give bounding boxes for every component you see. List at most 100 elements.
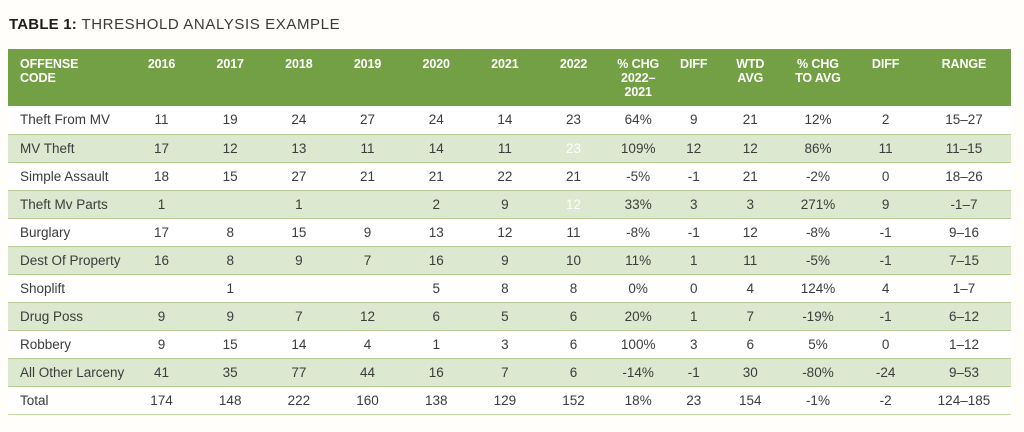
header-cell-wtd-avg: WTD AVG [718,49,782,106]
value-cell: 12 [718,218,782,247]
table-row: Total 174 148 222 160 138 129 152 18% 23 154 -1% -2 1… [8,386,1011,415]
table-row: Robbery 9 15 14 4 1 3 6 100% 3 6 5% 0 1–12 [8,330,1011,359]
value-cell: 13 [264,134,334,163]
value-cell: 11–15 [916,134,1011,163]
value-cell: 7 [470,358,540,387]
value-cell [127,274,196,303]
value-cell: 12% [781,106,855,135]
value-cell: 22 [470,162,540,191]
value-cell: 44 [333,358,402,387]
value-cell: 11 [718,246,782,275]
value-cell: 7–15 [916,246,1011,275]
value-cell: -5% [607,162,669,191]
value-cell: 9 [668,106,719,135]
value-cell: 13 [401,218,471,247]
value-cell: 0% [607,274,669,303]
value-cell: 8 [470,274,540,303]
value-cell: 1 [668,246,719,275]
value-cell: 109% [607,134,669,163]
value-cell: 15 [264,218,334,247]
value-cell: 138 [401,386,471,415]
value-cell: 11 [539,218,608,247]
value-cell: 0 [854,162,917,191]
threshold-analysis-table: OFFENSE CODE 2016 2017 2018 2019 2020 20… [8,49,1011,415]
header-cell-2017: 2017 [195,49,265,106]
value-cell: -1 [854,218,917,247]
value-cell: -80% [781,358,855,387]
offense-code-cell: Burglary [8,218,128,247]
table-row: MV Theft 17 12 13 11 14 11 23 109% 12 12 86% 11 11–15 [8,134,1011,163]
header-cell-2019: 2019 [333,49,402,106]
value-cell: -1 [854,302,917,331]
value-cell: 17 [127,134,196,163]
value-cell: 271% [781,190,855,219]
header-cell-diff-2: DIFF [854,49,917,106]
value-cell: -2 [854,386,917,415]
table-title: TABLE 1: THRESHOLD ANALYSIS EXAMPLE [8,16,1016,34]
value-cell: 64% [607,106,669,135]
table-title-prefix: TABLE 1: [9,16,77,33]
value-cell: 6 [539,302,608,331]
value-cell: 9 [854,190,917,219]
value-cell: 6–12 [916,302,1011,331]
value-cell: 6 [539,330,608,359]
value-cell: 0 [854,330,917,359]
value-cell: 129 [470,386,540,415]
value-cell [264,274,334,303]
value-cell: 11% [607,246,669,275]
header-cell-2018: 2018 [264,49,334,106]
value-cell: 124% [781,274,855,303]
value-cell: 17 [127,218,196,247]
value-cell: 5 [401,274,471,303]
value-cell: 8 [195,218,265,247]
value-cell: 77 [264,358,334,387]
table-row: Theft From MV 11 19 24 27 24 14 23 64% 9 21 12% 2 15–… [8,106,1011,135]
table-row: Burglary 17 8 15 9 13 12 11 -8% -1 12 -8% -1 9–16 [8,218,1011,247]
value-cell: 14 [264,330,334,359]
table-body: Theft From MV 11 19 24 27 24 14 23 64% 9 21 12% 2 15–… [8,106,1011,415]
value-cell: 9 [470,246,540,275]
value-cell: 6 [401,302,471,331]
value-cell: 10 [539,246,608,275]
value-cell: 12 [718,134,782,163]
value-cell: 20% [607,302,669,331]
value-cell: 18 [127,162,196,191]
offense-code-cell: All Other Larceny [8,358,128,387]
value-cell: 14 [401,134,471,163]
value-cell: 11 [333,134,402,163]
value-cell: 15 [195,162,265,191]
header-cell-offense-code: OFFENSE CODE [8,49,128,106]
value-cell: -24 [854,358,917,387]
value-cell: 1 [195,274,265,303]
value-cell: 7 [264,302,334,331]
value-cell: 24 [401,106,471,135]
value-cell: 9 [333,218,402,247]
value-cell: 9 [127,302,196,331]
value-cell: 1 [264,190,334,219]
value-cell: 19 [195,106,265,135]
value-cell: 1 [668,302,719,331]
value-cell: -8% [607,218,669,247]
header-cell-2020: 2020 [401,49,471,106]
offense-code-cell: Theft From MV [8,106,128,135]
header-cell-diff-1: DIFF [668,49,719,106]
value-cell: 41 [127,358,196,387]
table-row: All Other Larceny 41 35 77 44 16 7 6 -14% -1 30 -80… [8,358,1011,387]
value-cell: 124–185 [916,386,1011,415]
value-cell [333,190,402,219]
value-cell: 3 [470,330,540,359]
value-cell: 11 [470,134,540,163]
value-cell [333,274,402,303]
value-cell: -14% [607,358,669,387]
table-header-row: OFFENSE CODE 2016 2017 2018 2019 2020 20… [8,49,1011,106]
value-cell: 21 [401,162,471,191]
value-cell: 27 [333,106,402,135]
offense-code-cell: Shoplift [8,274,128,303]
value-cell: 12 [668,134,719,163]
table-row: Drug Poss 9 9 7 12 6 5 6 20% 1 7 -19% -1 6–12 [8,302,1011,331]
value-cell: 4 [333,330,402,359]
offense-code-cell: Simple Assault [8,162,128,191]
table-row: Theft Mv Parts 1 1 2 9 12 33% 3 3 271% 9 -1–7 [8,190,1011,219]
offense-code-cell: Drug Poss [8,302,128,331]
value-cell: 12 [470,218,540,247]
